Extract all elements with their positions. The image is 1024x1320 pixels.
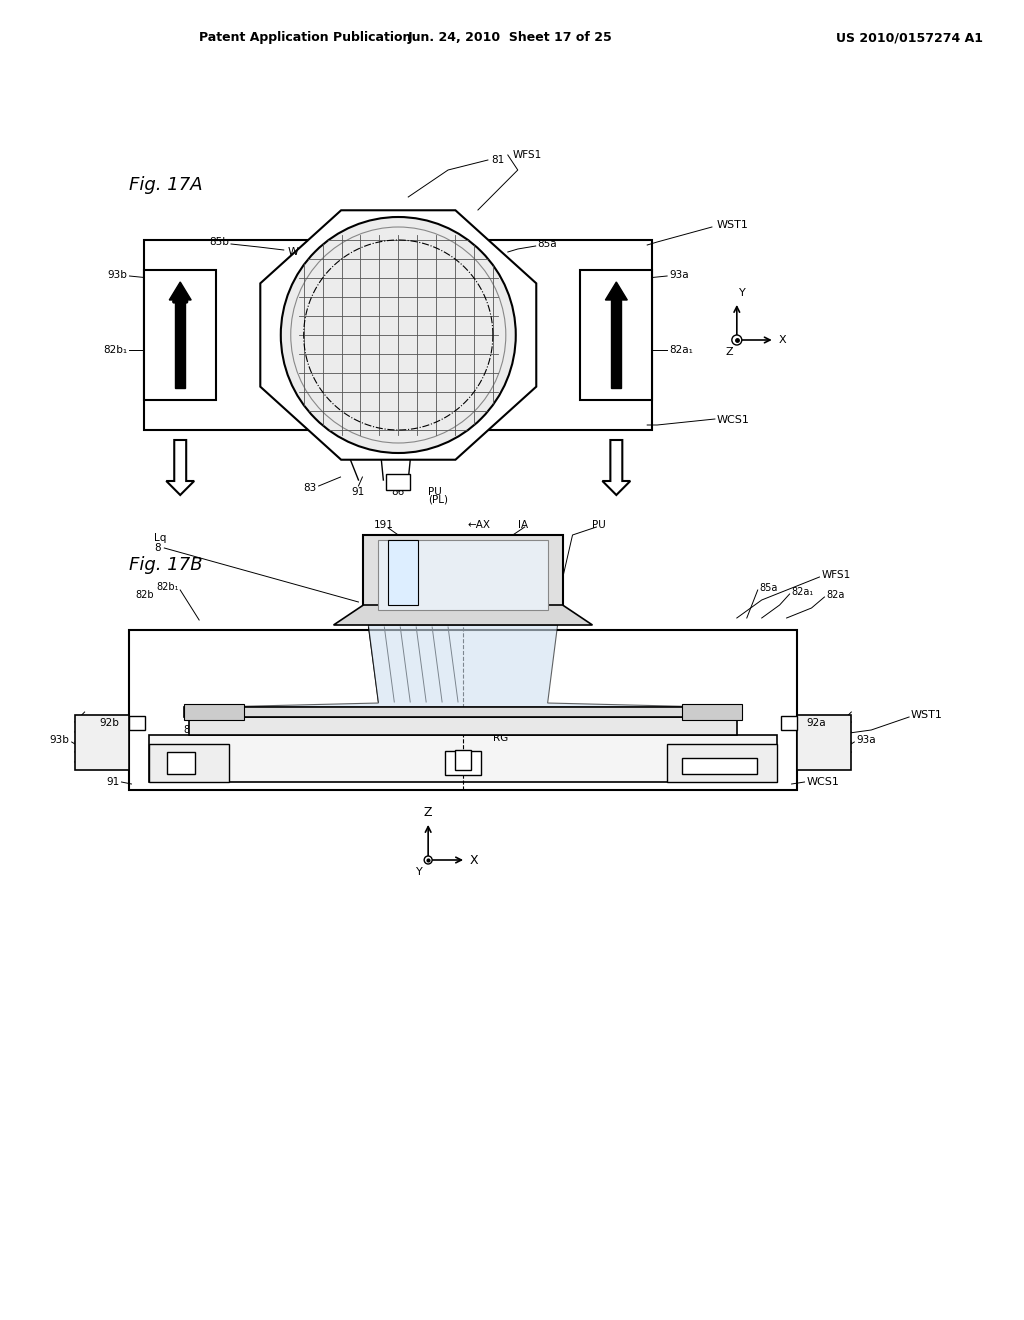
Bar xyxy=(378,540,548,610)
Text: 85a: 85a xyxy=(760,583,778,593)
Bar xyxy=(129,715,145,730)
Text: Fig. 17B: Fig. 17B xyxy=(129,556,203,574)
Text: 92a: 92a xyxy=(807,718,826,729)
Text: 93a: 93a xyxy=(669,271,689,280)
Text: 82a₁: 82a₁ xyxy=(669,345,693,355)
Text: RG: RG xyxy=(493,733,508,743)
Text: 191: 191 xyxy=(374,520,393,531)
Text: Jun. 24, 2010  Sheet 17 of 25: Jun. 24, 2010 Sheet 17 of 25 xyxy=(408,32,612,45)
Text: WFS1: WFS1 xyxy=(821,570,851,579)
Text: Fig. 17A: Fig. 17A xyxy=(129,176,203,194)
Text: WST1: WST1 xyxy=(717,220,749,230)
Text: WST1: WST1 xyxy=(911,710,943,719)
Circle shape xyxy=(424,855,432,865)
Text: 82b₁: 82b₁ xyxy=(157,582,179,591)
Text: 82b₁: 82b₁ xyxy=(103,345,127,355)
Text: ←AX: ←AX xyxy=(468,520,490,531)
Bar xyxy=(780,715,797,730)
Bar xyxy=(797,715,851,770)
Text: 82a₂: 82a₂ xyxy=(716,725,738,735)
Bar xyxy=(682,704,741,719)
Bar xyxy=(144,240,652,430)
Bar xyxy=(189,717,737,735)
Text: PU: PU xyxy=(593,520,606,531)
Text: 8: 8 xyxy=(155,543,161,553)
Bar xyxy=(386,474,411,490)
Text: Lq: Lq xyxy=(155,533,167,543)
Text: Y: Y xyxy=(416,867,423,876)
Bar xyxy=(144,271,216,400)
Text: 83: 83 xyxy=(483,587,497,597)
Text: 85b: 85b xyxy=(221,725,241,735)
Bar xyxy=(667,744,776,781)
Text: 81: 81 xyxy=(430,727,443,737)
Text: W: W xyxy=(415,597,425,607)
Text: US 2010/0157274 A1: US 2010/0157274 A1 xyxy=(837,32,983,45)
Text: IA: IA xyxy=(518,520,528,531)
Polygon shape xyxy=(166,440,195,495)
Text: 86: 86 xyxy=(391,487,404,498)
Polygon shape xyxy=(175,300,185,388)
Text: 85b: 85b xyxy=(209,238,229,247)
Text: WCS1: WCS1 xyxy=(807,777,840,787)
Bar xyxy=(388,540,418,605)
Text: 82b₂: 82b₂ xyxy=(183,725,206,735)
Text: Y: Y xyxy=(739,288,746,298)
Bar xyxy=(364,535,562,615)
Bar xyxy=(129,630,797,789)
Bar xyxy=(150,744,229,781)
Bar xyxy=(184,704,244,719)
Polygon shape xyxy=(214,624,712,708)
Text: 71A: 71A xyxy=(254,725,273,735)
Polygon shape xyxy=(260,210,537,459)
Text: 92b: 92b xyxy=(99,718,120,729)
Text: 82a₁: 82a₁ xyxy=(792,587,814,597)
Bar xyxy=(75,715,129,770)
Text: 91: 91 xyxy=(106,777,120,787)
Polygon shape xyxy=(611,300,622,388)
Text: 93a: 93a xyxy=(856,735,876,744)
Text: 91: 91 xyxy=(352,487,366,498)
Text: W: W xyxy=(288,247,299,257)
Text: Patent Application Publication: Patent Application Publication xyxy=(199,32,412,45)
Text: WFS1: WFS1 xyxy=(513,150,542,160)
Bar xyxy=(581,271,652,400)
Text: 81: 81 xyxy=(490,154,504,165)
Text: Z: Z xyxy=(424,807,432,820)
Circle shape xyxy=(732,335,741,345)
Text: 82a: 82a xyxy=(826,590,845,601)
Bar xyxy=(184,708,741,717)
Polygon shape xyxy=(602,440,631,495)
Text: PU: PU xyxy=(428,487,442,498)
Circle shape xyxy=(281,216,516,453)
Text: 82b: 82b xyxy=(136,590,155,601)
Bar xyxy=(455,750,471,770)
Text: X: X xyxy=(470,854,478,866)
Text: Z: Z xyxy=(725,347,732,356)
Text: 85a: 85a xyxy=(538,239,557,249)
Bar xyxy=(167,752,196,774)
Text: (PL): (PL) xyxy=(428,495,449,506)
Bar xyxy=(682,758,757,774)
Text: WCS1: WCS1 xyxy=(717,414,750,425)
Polygon shape xyxy=(605,282,628,300)
Bar xyxy=(445,751,481,775)
Text: X: X xyxy=(779,335,786,345)
Bar xyxy=(150,735,776,781)
Text: 93b: 93b xyxy=(108,271,127,280)
Polygon shape xyxy=(169,282,191,300)
Text: 83: 83 xyxy=(303,483,316,492)
Text: 32: 32 xyxy=(390,590,403,601)
Text: 93b: 93b xyxy=(50,735,70,744)
Polygon shape xyxy=(334,605,593,624)
